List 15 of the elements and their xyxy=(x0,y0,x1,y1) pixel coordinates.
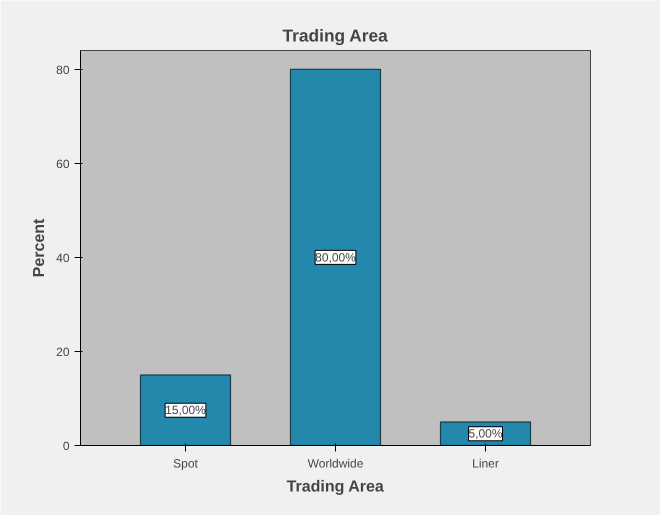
data-label: 15,00% xyxy=(165,403,206,418)
y-tick-label: 80 xyxy=(56,62,70,77)
y-axis-title: Percent xyxy=(31,218,48,278)
y-tick-label: 40 xyxy=(56,250,70,265)
x-tick-label: Worldwide xyxy=(308,456,364,470)
x-tick-label: Spot xyxy=(173,456,199,470)
bar xyxy=(290,68,382,446)
y-tick-label: 20 xyxy=(56,344,70,359)
y-tick-label: 60 xyxy=(56,156,70,171)
x-tick-label: Liner xyxy=(472,456,499,470)
chart-title: Trading Area xyxy=(282,26,388,46)
y-tick-label: 0 xyxy=(62,439,70,453)
data-label: 80,00% xyxy=(315,250,356,264)
bar xyxy=(140,374,232,446)
x-axis-title: Trading Area xyxy=(286,478,384,496)
